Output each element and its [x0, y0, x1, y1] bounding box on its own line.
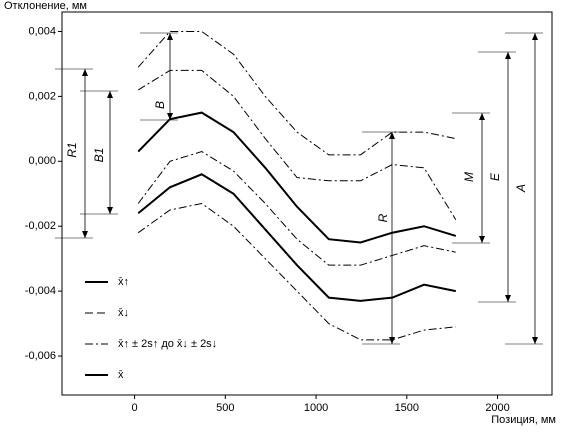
dimension-label: B1: [92, 148, 106, 163]
dimension-label: M: [462, 172, 476, 182]
x-tick-label: 2000: [485, 402, 509, 414]
series-line: [137, 151, 456, 266]
y-tick-label: -0,004: [25, 285, 56, 297]
dimension-label: R: [376, 213, 390, 222]
legend-label: x̄: [118, 369, 124, 381]
legend-label: x̄↑ ± 2s↑ до x̄↓ ± 2s↓: [118, 338, 217, 350]
y-tick-label: 0,000: [28, 155, 56, 167]
series-line: [137, 173, 457, 302]
y-tick-label: 0,002: [28, 90, 56, 102]
y-tick-label: -0,002: [25, 220, 56, 232]
dimension-label: A: [514, 184, 528, 193]
y-tick-label: 0,004: [28, 25, 56, 37]
y-axis-label: Отклонение, мм: [4, 0, 87, 12]
plot-frame: [61, 11, 553, 396]
series-line: [137, 202, 456, 341]
dimension-label: E: [488, 172, 502, 181]
x-tick-label: 1500: [395, 402, 419, 414]
series-line: [137, 30, 456, 156]
series-line: [137, 111, 457, 244]
series-line: [137, 69, 457, 220]
dimension-label: R1: [65, 142, 79, 157]
dimension-label: B: [153, 101, 167, 109]
x-axis-label: Позиция, мм: [491, 414, 556, 426]
x-tick-label: 1000: [304, 402, 328, 414]
x-tick-label: 0: [132, 402, 138, 414]
legend-label: x̄↓: [118, 307, 129, 319]
x-tick-label: 500: [216, 402, 234, 414]
legend-label: x̄↑: [118, 276, 129, 288]
y-tick-label: -0,006: [25, 350, 56, 362]
